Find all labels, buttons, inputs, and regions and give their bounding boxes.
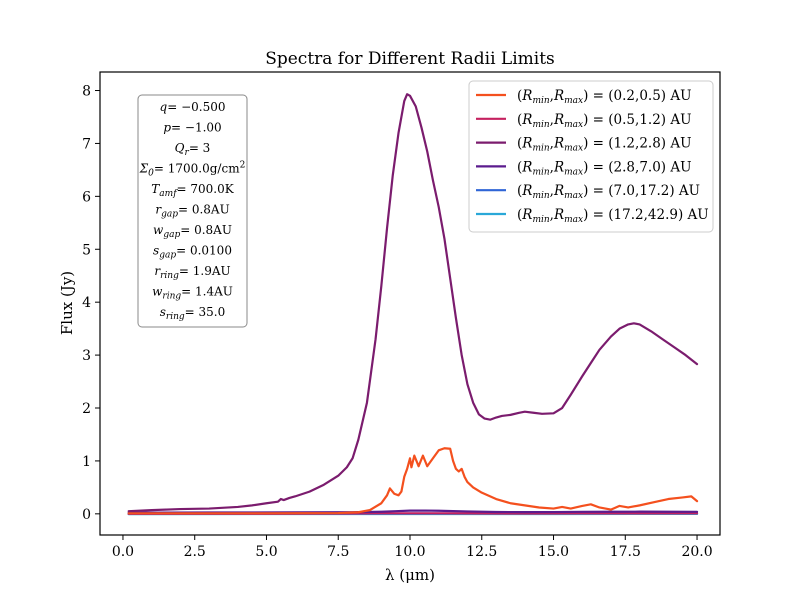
parameter-value: = 0.8AU [178, 203, 230, 217]
legend-text-part: R [521, 88, 532, 104]
parameter-value: = 0.0100 [176, 244, 232, 258]
parameter-subscript: ring [166, 312, 185, 322]
legend-text-part: ) = (2.8,7.0) AU [583, 159, 691, 175]
legend-subscript: min [532, 167, 549, 177]
legend-text-part: ) = (0.2,0.5) AU [583, 88, 691, 104]
x-tick-label: 12.5 [466, 544, 497, 560]
parameter-value: = 1.9AU [179, 264, 231, 278]
legend-subscript: min [532, 96, 549, 106]
y-tick-label: 5 [82, 242, 91, 258]
legend-subscript: min [532, 144, 549, 154]
legend-text-part: R [521, 112, 532, 128]
x-tick-label: 15.0 [538, 544, 569, 560]
chart-title: Spectra for Different Radii Limits [265, 49, 555, 69]
legend-text-part: R [553, 88, 564, 104]
x-tick-label: 0.0 [112, 544, 134, 560]
y-tick-label: 3 [82, 348, 91, 364]
parameter-value: = 700.0K [177, 182, 235, 196]
parameter-subscript: amf [159, 189, 178, 199]
parameter-value: = −1.00 [171, 121, 222, 135]
parameter-symbol: Q [175, 141, 185, 155]
parameter-subscript: ring [162, 292, 181, 302]
x-tick-label: 2.5 [184, 544, 206, 560]
parameter-value: = 0.8AU [180, 223, 232, 237]
legend-text-part: R [553, 112, 564, 128]
y-axis-label: Flux (Jy) [58, 271, 76, 335]
legend-text-part: ) = (17.2,42.9) AU [583, 207, 709, 223]
y-tick-label: 1 [82, 454, 91, 470]
legend-text-part: ) = (0.5,1.2) AU [583, 112, 691, 128]
parameter-value: = 35.0 [185, 305, 226, 319]
y-tick-label: 7 [82, 136, 91, 152]
parameter-entry: q= −0.500 [160, 100, 226, 114]
y-tick-label: 6 [82, 189, 91, 205]
parameter-subscript: gap [161, 210, 178, 220]
legend-subscript: max [564, 191, 583, 201]
legend-subscript: max [564, 144, 583, 154]
legend-text-part: R [521, 207, 532, 223]
parameter-subscript: gap [163, 230, 180, 240]
legend-text-part: R [553, 183, 564, 199]
x-tick-label: 17.5 [610, 544, 641, 560]
legend-subscript: max [564, 215, 583, 225]
legend-subscript: max [564, 96, 583, 106]
parameter-subscript: gap [159, 251, 176, 261]
legend-text-part: R [521, 136, 532, 152]
legend-subscript: min [532, 191, 549, 201]
legend: (Rmin,Rmax) = (0.2,0.5) AU(Rmin,Rmax) = … [469, 81, 713, 232]
parameter-value: = 1700.0g/cm [154, 162, 240, 176]
y-tick-label: 0 [82, 507, 91, 523]
legend-text-part: R [553, 136, 564, 152]
x-tick-label: 5.0 [255, 544, 277, 560]
legend-subscript: min [532, 215, 549, 225]
legend-text-part: R [553, 207, 564, 223]
x-tick-label: 20.0 [681, 544, 712, 560]
legend-text-part: R [553, 159, 564, 175]
parameter-value: = 1.4AU [181, 285, 233, 299]
x-tick-label: 10.0 [394, 544, 425, 560]
legend-text-part: ) = (7.0,17.2) AU [583, 183, 700, 199]
legend-text-part: R [521, 159, 532, 175]
parameter-entry: p= −1.00 [163, 121, 221, 135]
parameter-value: = 3 [189, 141, 211, 155]
legend-subscript: max [564, 120, 583, 130]
legend-subscript: min [532, 120, 549, 130]
x-tick-label: 7.5 [327, 544, 349, 560]
y-tick-label: 8 [82, 84, 91, 100]
x-axis-label: λ (μm) [385, 566, 435, 584]
legend-text-part: R [521, 183, 532, 199]
y-tick-label: 2 [82, 401, 91, 417]
parameter-subscript: ring [160, 271, 179, 281]
parameter-superscript: 2 [240, 161, 246, 171]
parameter-value: = −0.500 [167, 100, 225, 114]
legend-subscript: max [564, 167, 583, 177]
legend-text-part: ) = (1.2,2.8) AU [583, 136, 691, 152]
y-tick-label: 4 [82, 295, 91, 311]
